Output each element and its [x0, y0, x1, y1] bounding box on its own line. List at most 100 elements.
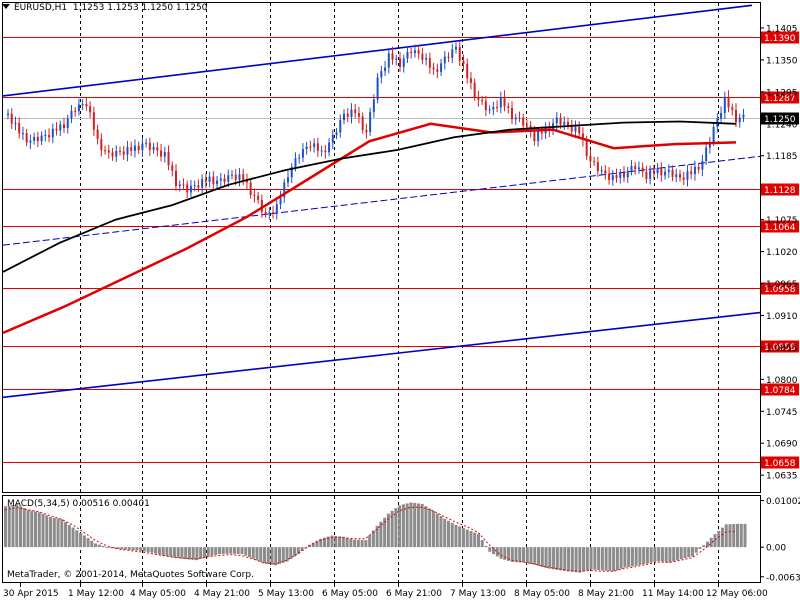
candle-body: [656, 167, 659, 174]
macd-bar: [608, 547, 612, 571]
candle-body: [316, 143, 319, 151]
candle-body: [679, 174, 681, 178]
macd-bar: [71, 527, 75, 548]
candle-body: [604, 170, 607, 174]
macd-bar: [311, 542, 315, 548]
macd-bar: [7, 505, 11, 548]
current-price-label: 1.1250: [764, 115, 796, 125]
candle-body: [413, 50, 416, 54]
candle-body: [593, 161, 596, 163]
macd-bar: [492, 547, 495, 555]
macd-bar: [26, 509, 30, 548]
candle-body: [111, 152, 114, 157]
macd-bar: [349, 538, 353, 548]
macd-bar: [345, 537, 349, 548]
candle-body: [387, 53, 390, 68]
candle-body: [175, 170, 177, 187]
macd-bar: [338, 536, 342, 548]
candle-body: [667, 169, 670, 172]
x-tick-label: 4 May 21:00: [194, 589, 250, 599]
candle-body: [10, 113, 13, 124]
x-tick-label: 30 Apr 2015: [3, 589, 59, 599]
candle-body: [357, 113, 360, 117]
candle-body: [458, 46, 461, 61]
candle-body: [469, 78, 472, 83]
y-tick-label: 1.1405: [766, 24, 798, 34]
candle-body: [227, 175, 230, 182]
channel-middle-line: [2, 155, 761, 246]
macd-bar: [221, 547, 225, 554]
macd-bar: [52, 517, 56, 548]
candle-body: [253, 194, 256, 196]
candle-body: [294, 158, 297, 167]
candle-body: [514, 117, 517, 120]
macd-bar: [405, 503, 409, 548]
candle-body: [611, 175, 614, 180]
macd-bar: [465, 529, 469, 548]
candle-body: [107, 150, 110, 153]
candle-body: [242, 174, 245, 180]
candle-body: [141, 143, 144, 151]
macd-bar: [488, 547, 492, 552]
candle-body: [641, 167, 644, 172]
price-level-label-box: [761, 91, 799, 104]
candle-body: [193, 185, 196, 187]
macd-bar: [574, 547, 578, 573]
candle-body: [440, 63, 443, 72]
macd-bar: [454, 524, 458, 548]
candle-body: [492, 106, 495, 110]
macd-bar: [563, 547, 567, 571]
candle-body: [89, 106, 92, 113]
macd-bar: [326, 536, 330, 548]
candle-body: [451, 49, 454, 58]
macd-bar: [368, 535, 372, 548]
candle-body: [320, 150, 323, 152]
candle-body: [104, 150, 107, 152]
price-level-label-box: [761, 31, 799, 44]
candle-body: [152, 147, 155, 150]
macd-bar: [522, 547, 526, 563]
candle-body: [18, 122, 21, 134]
candle-body: [671, 169, 674, 177]
dropdown-triangle-icon[interactable]: [2, 4, 10, 9]
x-tick-label: 11 May 14:00: [642, 589, 704, 599]
macd-bar: [116, 547, 120, 549]
candle-body: [335, 132, 338, 136]
candle-body: [652, 170, 655, 174]
candle-body: [119, 151, 121, 153]
main-pane-border: [2, 2, 761, 493]
candle-body: [204, 179, 207, 182]
macd-bar: [638, 547, 642, 565]
macd-bar: [263, 547, 267, 564]
macd-bar: [585, 547, 589, 571]
y-tick-label: 1.1020: [766, 248, 798, 258]
candle-body: [122, 151, 125, 155]
macd-bar: [503, 547, 507, 560]
macd-bar: [428, 508, 432, 548]
candle-body: [55, 128, 58, 131]
candle-body: [619, 172, 622, 178]
ohlc-values: 1.1253 1.1253 1.1250 1.1250: [72, 3, 208, 13]
macd-bar: [169, 547, 173, 557]
macd-bar: [555, 547, 559, 570]
candle-body: [156, 147, 159, 151]
price-axis: 1.1390 1.1287 1.1128 1.1064 1.0958 1.0858 1.07…: [760, 24, 799, 482]
macd-bar: [202, 547, 206, 558]
macd-bar: [529, 547, 533, 565]
candle-body: [130, 147, 133, 151]
macd-bar: [552, 547, 556, 570]
candle-body: [701, 161, 704, 170]
candle-body: [503, 96, 506, 107]
macd-bar: [79, 532, 83, 548]
candle-body: [51, 128, 54, 138]
candle-body: [287, 177, 289, 183]
macd-bar: [443, 518, 447, 548]
macd-histogram: [4, 502, 747, 573]
macd-bar: [56, 518, 60, 548]
candle-body: [645, 171, 648, 179]
macd-bar: [578, 547, 582, 573]
candle-body: [245, 179, 248, 183]
candle-body: [432, 67, 435, 70]
macd-pane-border: [2, 495, 761, 583]
